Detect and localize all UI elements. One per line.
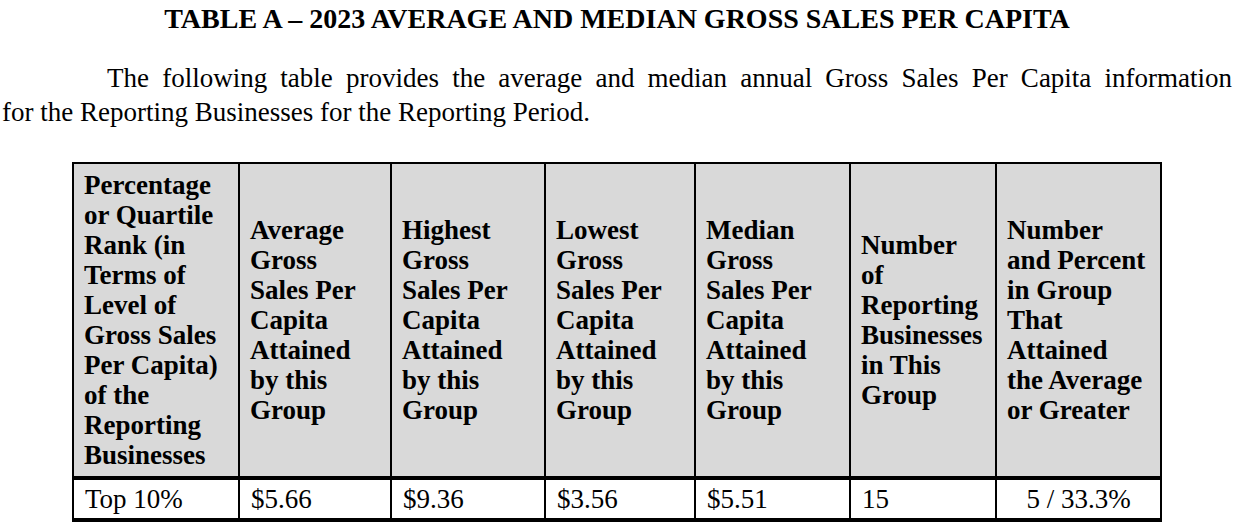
gross-sales-per-capita-table: Percentage or Quartile Rank (in Terms of… [72,162,1162,522]
cell-average: $5.66 [239,478,391,520]
cell-rank: Top 10% [73,478,239,520]
col-header-lowest-gross-sales: Lowest Gross Sales Per Capita Attained b… [545,163,695,478]
col-header-percentage-quartile-rank: Percentage or Quartile Rank (in Terms of… [73,163,239,478]
cell-lowest: $3.56 [545,478,695,520]
col-header-median-gross-sales: Median Gross Sales Per Capita Attained b… [695,163,850,478]
table-header-row: Percentage or Quartile Rank (in Terms of… [73,163,1161,478]
document-title: TABLE A – 2023 AVERAGE AND MEDIAN GROSS … [0,2,1234,35]
col-header-number-reporting-businesses: Number of Reporting Businesses in This G… [850,163,996,478]
col-header-average-gross-sales: Average Gross Sales Per Capita Attained … [239,163,391,478]
intro-paragraph: The following table provides the average… [2,61,1232,129]
col-header-number-percent-attained: Number and Percent in Group That Attaine… [996,163,1161,478]
table-row: Top 10% $5.66 $9.36 $3.56 $5.51 15 5 / 3… [73,478,1161,520]
cell-attained: 5 / 33.3% [996,478,1161,520]
cell-median: $5.51 [695,478,850,520]
cell-count: 15 [850,478,996,520]
intro-paragraph-line-2: for the Reporting Businesses for the Rep… [2,95,1232,129]
document-page: TABLE A – 2023 AVERAGE AND MEDIAN GROSS … [0,0,1234,531]
intro-paragraph-line-1: The following table provides the average… [2,61,1232,95]
cell-highest: $9.36 [391,478,545,520]
col-header-highest-gross-sales: Highest Gross Sales Per Capita Attained … [391,163,545,478]
